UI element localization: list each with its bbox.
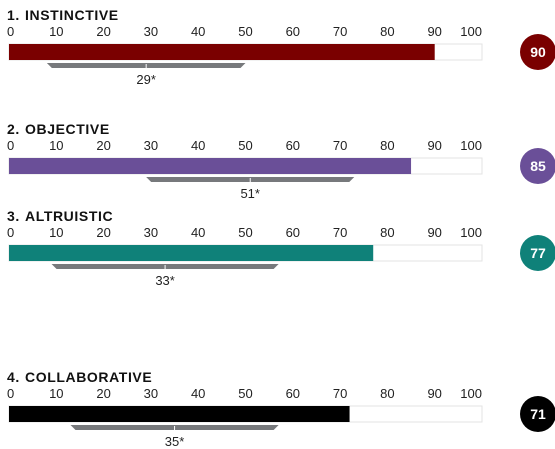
tick-label-10: 10 xyxy=(49,24,63,39)
score-badge-label-objective: 85 xyxy=(530,158,546,174)
tick-label-30: 30 xyxy=(144,225,158,240)
tick-label-0: 0 xyxy=(7,225,14,240)
tick-label-40: 40 xyxy=(191,138,205,153)
tick-label-50: 50 xyxy=(238,138,252,153)
trait-title-altruistic: ALTRUISTIC xyxy=(25,208,113,224)
trait-number-instinctive: 1. xyxy=(7,7,20,23)
tick-label-30: 30 xyxy=(144,386,158,401)
tick-label-40: 40 xyxy=(191,225,205,240)
tick-label-80: 80 xyxy=(380,225,394,240)
tick-label-20: 20 xyxy=(96,138,110,153)
score-badge-objective xyxy=(520,148,555,184)
tick-label-10: 10 xyxy=(49,225,63,240)
tick-label-50: 50 xyxy=(238,24,252,39)
trait-number-altruistic: 3. xyxy=(7,208,20,224)
tick-label-20: 20 xyxy=(96,225,110,240)
tick-label-100: 100 xyxy=(460,138,482,153)
tick-label-100: 100 xyxy=(460,225,482,240)
score-badge-label-collaborative: 71 xyxy=(530,406,546,422)
tick-label-80: 80 xyxy=(380,138,394,153)
tick-label-60: 60 xyxy=(286,225,300,240)
tick-label-0: 0 xyxy=(7,138,14,153)
tick-label-20: 20 xyxy=(96,386,110,401)
trait-number-objective: 2. xyxy=(7,121,20,137)
tick-label-80: 80 xyxy=(380,24,394,39)
tick-label-30: 30 xyxy=(144,138,158,153)
tick-label-10: 10 xyxy=(49,138,63,153)
tick-label-50: 50 xyxy=(238,386,252,401)
average-label-collaborative: 35* xyxy=(165,434,185,449)
score-badge-label-instinctive: 90 xyxy=(530,44,546,60)
tick-label-90: 90 xyxy=(427,386,441,401)
tick-label-60: 60 xyxy=(286,386,300,401)
average-label-altruistic: 33* xyxy=(155,273,175,288)
tick-label-60: 60 xyxy=(286,138,300,153)
tick-label-100: 100 xyxy=(460,386,482,401)
tick-label-90: 90 xyxy=(427,24,441,39)
tick-label-40: 40 xyxy=(191,386,205,401)
tick-label-70: 70 xyxy=(333,24,347,39)
score-bar-objective xyxy=(9,158,412,174)
trait-title-collaborative: COLLABORATIVE xyxy=(25,369,152,385)
tick-label-90: 90 xyxy=(427,225,441,240)
trait-title-objective: OBJECTIVE xyxy=(25,121,110,137)
score-badge-altruistic xyxy=(520,235,555,271)
tick-label-70: 70 xyxy=(333,225,347,240)
average-label-objective: 51* xyxy=(240,186,260,201)
tick-label-80: 80 xyxy=(380,386,394,401)
score-badge-label-altruistic: 77 xyxy=(530,245,546,261)
score-badge-instinctive xyxy=(520,34,555,70)
tick-label-90: 90 xyxy=(427,138,441,153)
tick-label-70: 70 xyxy=(333,138,347,153)
trait-number-collaborative: 4. xyxy=(7,369,20,385)
average-label-instinctive: 29* xyxy=(136,72,156,87)
tick-label-40: 40 xyxy=(191,24,205,39)
tick-label-60: 60 xyxy=(286,24,300,39)
tick-label-20: 20 xyxy=(96,24,110,39)
tick-label-30: 30 xyxy=(144,24,158,39)
tick-label-70: 70 xyxy=(333,386,347,401)
trait-title-instinctive: INSTINCTIVE xyxy=(25,7,119,23)
tick-label-100: 100 xyxy=(460,24,482,39)
score-badge-collaborative xyxy=(520,396,555,432)
score-bar-collaborative xyxy=(9,406,350,422)
tick-label-50: 50 xyxy=(238,225,252,240)
tick-label-0: 0 xyxy=(7,24,14,39)
tick-label-10: 10 xyxy=(49,386,63,401)
tick-label-0: 0 xyxy=(7,386,14,401)
score-bar-instinctive xyxy=(9,44,435,60)
score-bar-altruistic xyxy=(9,245,374,261)
